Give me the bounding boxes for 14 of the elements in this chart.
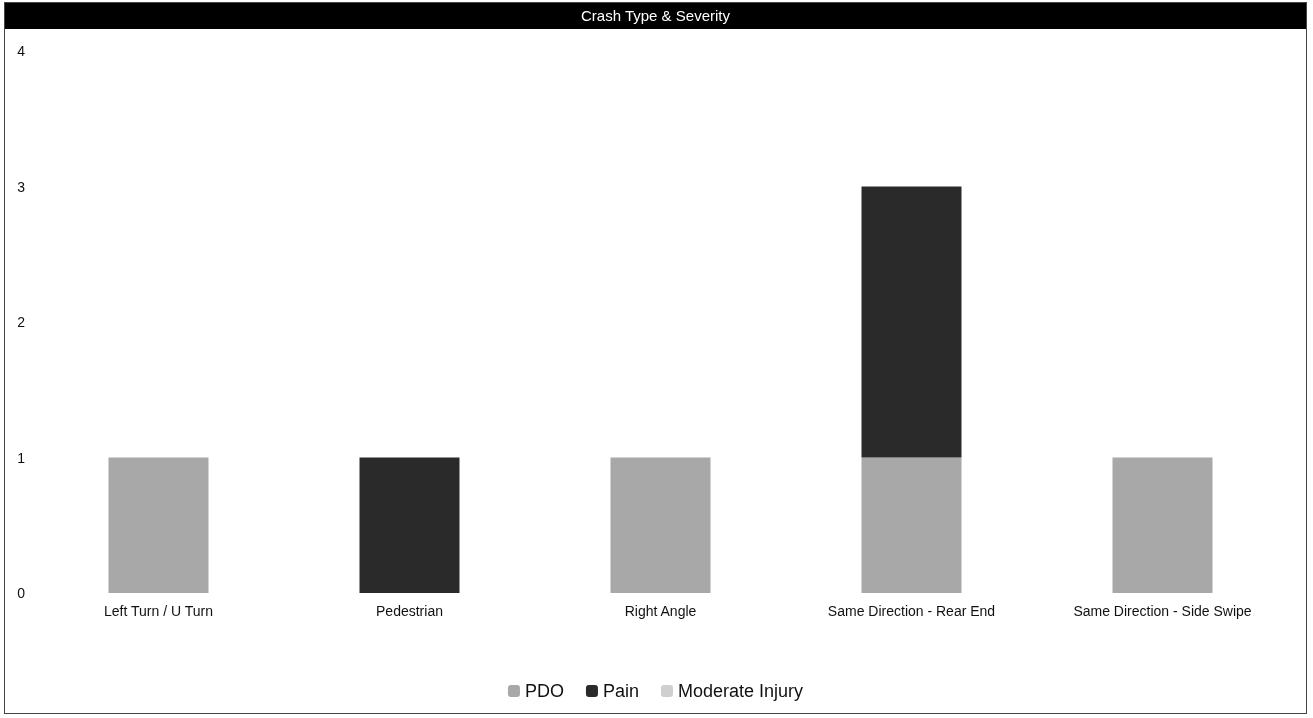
x-tick-label: Same Direction - Side Swipe <box>1073 603 1252 619</box>
y-tick-label: 1 <box>17 449 26 466</box>
legend-label: Pain <box>602 681 639 701</box>
chart-title: Crash Type & Severity <box>5 3 1306 29</box>
y-tick-label: 0 <box>17 585 26 601</box>
x-tick-label: Pedestrian <box>376 603 443 619</box>
x-tick-label: Right Angle <box>624 603 697 619</box>
legend-label: PDO <box>524 681 564 701</box>
x-tick-label: Left Turn / U Turn <box>104 603 213 619</box>
legend-label: Moderate Injury <box>677 681 804 701</box>
y-tick-label: 3 <box>17 178 26 195</box>
y-tick-label: 4 <box>17 43 26 59</box>
x-tick-label: Same Direction - Rear End <box>827 603 996 619</box>
y-tick-label: 2 <box>17 314 26 330</box>
